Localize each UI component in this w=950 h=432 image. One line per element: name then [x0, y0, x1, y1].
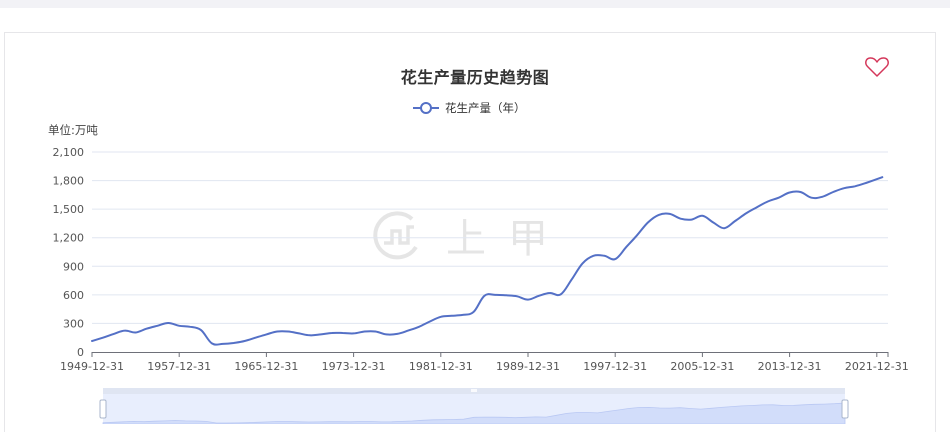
heart-outline-icon[interactable]: [864, 56, 890, 78]
y-tick-label: 1,500: [53, 203, 85, 216]
chart-title: 花生产量历史趋势图: [400, 68, 550, 87]
x-tick-label: 2013-12-31: [758, 360, 822, 373]
legend-label: 花生产量（年）: [445, 101, 526, 115]
x-tick-label: 1965-12-31: [234, 360, 298, 373]
y-tick-label: 300: [63, 317, 84, 330]
chart-card: [4, 32, 936, 432]
x-tick-label: 1997-12-31: [583, 360, 647, 373]
x-tick-label: 1957-12-31: [147, 360, 211, 373]
y-tick-label: 0: [77, 346, 84, 359]
x-tick-label: 2005-12-31: [670, 360, 734, 373]
y-tick-label: 2,100: [53, 146, 85, 159]
x-tick-label: 1949-12-31: [60, 360, 124, 373]
x-axis: 1949-12-31 1957-12-31 1965-12-31 1973-12-31…: [60, 352, 909, 373]
series-line[interactable]: [91, 176, 884, 346]
y-grid-lines: [92, 151, 888, 324]
y-axis-ticks: 0 300 600 900 1,200 1,500 1,800 2,100: [53, 146, 85, 359]
slider-preview-area: [102, 402, 846, 424]
legend-line-circle-icon: [413, 102, 439, 114]
legend-item[interactable]: 花生产量（年）: [413, 99, 526, 117]
y-tick-label: 1,800: [53, 175, 85, 188]
y-tick-label: 1,200: [53, 232, 85, 245]
data-zoom-slider[interactable]: [99, 388, 849, 424]
slider-handle-end[interactable]: [841, 399, 849, 419]
x-tick-label: 1973-12-31: [322, 360, 386, 373]
x-tick-label: 2021-12-31: [845, 360, 909, 373]
y-axis-unit-label: 单位:万吨: [48, 123, 98, 137]
slider-handle-start[interactable]: [99, 399, 107, 419]
top-band: [0, 0, 950, 8]
y-tick-label: 900: [63, 260, 84, 273]
x-tick-label: 1981-12-31: [409, 360, 473, 373]
slider-drag-grip[interactable]: [471, 389, 477, 392]
y-tick-label: 600: [63, 289, 84, 302]
x-tick-label: 1989-12-31: [496, 360, 560, 373]
